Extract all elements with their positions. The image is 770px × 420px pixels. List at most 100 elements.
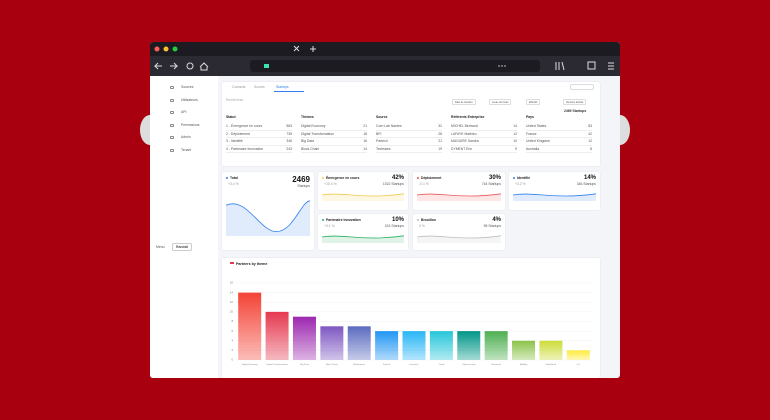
bar: [375, 331, 399, 360]
tab-underline: [274, 91, 304, 92]
filter-title: Pays: [526, 115, 534, 119]
bar: [539, 340, 563, 360]
kpi-title: Émergence en cours: [326, 176, 360, 180]
kpi-sparkline: [513, 193, 596, 201]
kpi-title: Déploiement: [421, 176, 442, 180]
filter-count: 16: [363, 139, 367, 143]
filter-option[interactable]: Digital Transformation: [301, 131, 334, 136]
filter-count: 9: [515, 146, 517, 151]
browser-icons: [153, 45, 614, 71]
filter-option[interactable]: Corn Lab Nantes: [376, 124, 402, 128]
filter-count: 19: [438, 146, 442, 151]
kpi-delta: +3.2 %: [515, 182, 526, 186]
kpi-sub: 98 Startups: [483, 224, 501, 228]
tab[interactable]: Startups: [276, 85, 289, 89]
kpi-title: Identifié: [517, 176, 530, 180]
kpi-delta: +3.4 %: [228, 182, 239, 186]
filter-count: 42: [588, 131, 592, 136]
kpi-card: [509, 172, 600, 210]
filter-option[interactable]: BPI: [376, 131, 382, 136]
filter-option[interactable]: 4 - Partenaire Innovation: [226, 146, 264, 151]
filter-option[interactable]: United Kingdom: [526, 139, 551, 143]
filter-option[interactable]: Australia: [526, 146, 540, 151]
filter-pill[interactable]: Dernière activité: [563, 99, 587, 105]
bar: [566, 350, 590, 360]
count-label: 2469 Startups: [564, 109, 587, 113]
kpi-delta: -0.1 %: [419, 182, 429, 186]
filter-title: Référents Entreprise: [451, 115, 485, 119]
filter-pill[interactable]: Effectifs: [526, 99, 541, 105]
nav-item[interactable]: Permissions: [181, 122, 200, 127]
kpi-dot: [417, 177, 419, 179]
y-tick-label: 12: [230, 300, 234, 304]
user-button[interactable]: Randall: [172, 243, 193, 251]
menu-button[interactable]: Menu: [156, 245, 165, 249]
nav-item[interactable]: API: [181, 110, 187, 114]
filter-option[interactable]: MAGUIRE Sandra: [451, 139, 479, 143]
filter-option[interactable]: 1 - Émergence en cours: [226, 124, 263, 128]
tab[interactable]: Contacts: [232, 85, 246, 89]
kpi-sparkline: [322, 235, 404, 243]
bar: [238, 292, 262, 360]
filter-option[interactable]: MICHEL Bertrand: [451, 124, 478, 128]
bar: [484, 331, 508, 360]
kpi-card: [413, 172, 505, 210]
nav-icon: [170, 98, 174, 102]
filter-count: 12: [588, 139, 592, 143]
filter-count: 18: [363, 131, 367, 136]
tab[interactable]: Scores: [254, 85, 265, 89]
filter-count: 735: [286, 131, 292, 136]
kpi-card: [318, 214, 408, 250]
bar-chart: Partners by theme 0 2 4 6 8 10 12 14 16 Digital Ec…: [230, 262, 592, 366]
x-tick-label: IoT: [577, 364, 581, 366]
y-tick-label: 8: [231, 319, 233, 323]
filter-option[interactable]: LAFAYE Mathieu: [451, 131, 477, 136]
kpi-value: 4%: [492, 217, 501, 223]
filter-count: 83: [588, 124, 592, 128]
search-input[interactable]: Rechercher: [226, 98, 244, 102]
filter-pill[interactable]: Levée de fonds: [489, 99, 512, 105]
kpi-sub: 346 Startups: [576, 182, 596, 186]
view-toggle: [570, 84, 594, 90]
kpi-card: [318, 172, 408, 210]
filter-option[interactable]: France: [526, 131, 537, 136]
y-tick-label: 14: [230, 290, 234, 294]
x-tick-label: Big Data: [300, 363, 309, 366]
filter-option[interactable]: Block Chain: [301, 146, 320, 151]
kpi-dot: [322, 177, 324, 179]
kpi-value: 14%: [583, 175, 596, 181]
browser-window: Partners by theme 0 2 4 6 8 10 12 14 16 Digital Ec…: [150, 42, 620, 378]
filter-count: 14: [513, 124, 517, 128]
filter-option[interactable]: Digital Economy: [301, 124, 326, 128]
nav-item[interactable]: Admin: [181, 135, 191, 139]
bar: [457, 331, 481, 360]
bar: [429, 331, 453, 360]
filter-option[interactable]: Big Data: [301, 139, 315, 143]
nav-icon: [170, 111, 174, 114]
nav-item[interactable]: Utilisateurs: [181, 97, 198, 102]
filter-option[interactable]: Techstars: [376, 146, 391, 151]
filter-count: 8: [590, 146, 592, 151]
kpi-value: 42%: [391, 175, 404, 181]
nav-icon: [170, 136, 174, 139]
filter-option[interactable]: United States: [526, 124, 547, 128]
filter-pill[interactable]: Date de création: [452, 99, 476, 105]
filter-count: 346: [286, 139, 292, 143]
nav-item[interactable]: Sources: [181, 85, 194, 89]
bar: [512, 340, 536, 360]
filter-option[interactable]: 2 - Déploiement: [226, 131, 250, 136]
bar: [320, 326, 344, 360]
kpi-sub: 243 Startups: [384, 224, 404, 228]
x-tick-label: Marketplace: [353, 363, 366, 366]
url-bar[interactable]: [250, 60, 540, 72]
filter-option[interactable]: Partech: [376, 139, 388, 143]
bar: [292, 316, 316, 360]
filter-option[interactable]: DYMENT Eric: [451, 146, 473, 151]
kpi-value: 10%: [391, 217, 404, 223]
kpi-dot: [322, 219, 324, 221]
filter-count: 243: [286, 146, 292, 151]
x-tick-label: Cloud: [439, 364, 445, 366]
x-tick-label: Healthtech: [546, 363, 557, 366]
nav-item[interactable]: Tenant: [181, 147, 192, 152]
filter-option[interactable]: 3 - Identifié: [226, 139, 243, 143]
